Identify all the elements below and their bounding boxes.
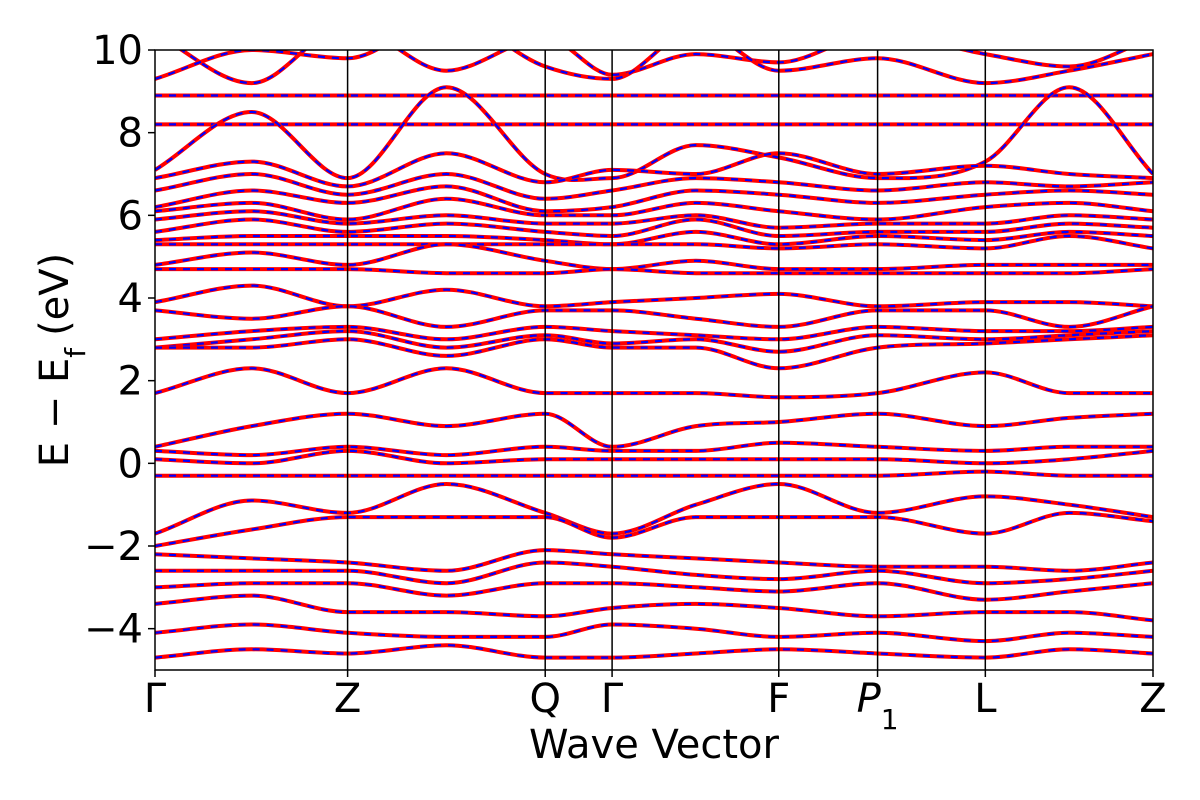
band-line-dashed	[155, 470, 1153, 477]
band-lines	[155, 50, 1153, 660]
band-line-dashed	[155, 548, 1153, 572]
x-tick-label: F	[767, 676, 790, 722]
band-line-dashed	[155, 234, 1153, 250]
band-line-dashed	[155, 185, 1153, 213]
band-line-dashed	[155, 305, 1153, 329]
band-line-solid	[155, 304, 1153, 329]
band-line-solid	[155, 643, 1153, 660]
band-line-dashed	[155, 230, 1153, 246]
band-line-dashed	[155, 210, 1153, 229]
band-line-solid	[155, 411, 1153, 449]
band-line-dashed	[155, 623, 1153, 643]
band-line-solid	[155, 469, 1153, 478]
band-line-dashed	[155, 644, 1153, 659]
y-axis: 10 8 6 4 2 0 −2 −4	[84, 28, 155, 653]
band-line-dashed	[155, 152, 1153, 188]
band-line-dashed	[155, 197, 1153, 221]
y-tick-label: 2	[118, 359, 143, 405]
band-line-solid	[155, 581, 1153, 602]
band-line-dashed	[155, 329, 1153, 353]
band-line-dashed	[155, 243, 1153, 271]
x-tick-label: L	[974, 676, 997, 722]
band-line-dashed	[155, 561, 1153, 585]
band-line-dashed	[155, 267, 1153, 275]
y-tick-label: −2	[84, 524, 143, 570]
band-line-solid	[155, 548, 1153, 573]
plot-frame	[154, 49, 1154, 671]
band-line-solid	[155, 440, 1153, 458]
high-symmetry-lines	[346, 50, 987, 670]
band-line-dashed	[155, 325, 1153, 341]
x-tick-label: Q	[529, 676, 560, 722]
band-line-dashed	[155, 334, 1153, 370]
y-tick-label: 8	[118, 111, 143, 157]
y-tick-label: 0	[118, 441, 143, 487]
x-tick-label: Z	[334, 676, 361, 722]
y-tick-label: 6	[118, 193, 143, 239]
band-line-dashed	[155, 86, 1153, 182]
band-line-solid	[155, 510, 1153, 548]
x-tick-label: Γ	[601, 676, 624, 722]
band-line-dashed	[155, 482, 1153, 535]
band-line-dashed	[155, 412, 1153, 448]
band-line-dashed	[155, 449, 1153, 465]
x-axis-title: Wave Vector	[529, 722, 780, 768]
x-axis: Γ Z Q Γ F P1 L Z	[144, 670, 1167, 736]
band-line-dashed	[155, 511, 1153, 548]
band-line-dashed	[155, 172, 1153, 200]
y-axis-title-subscript: f	[59, 347, 92, 358]
y-tick-label: 10	[92, 28, 143, 74]
band-line-dashed	[155, 441, 1153, 457]
band-line-dashed	[155, 582, 1153, 601]
x-tick-label: P1	[857, 676, 899, 736]
band-line-solid	[155, 267, 1153, 276]
band-line-dashed	[155, 594, 1153, 622]
x-tick-label: Z	[1139, 676, 1166, 722]
y-axis-title-unit: (eV)	[32, 253, 78, 336]
band-line-dashed	[155, 50, 1153, 85]
y-axis-title: E − Ef (eV)	[32, 253, 92, 468]
y-tick-label: −4	[84, 607, 143, 653]
band-line-solid	[155, 622, 1153, 644]
band-line-dashed	[155, 218, 1153, 238]
x-tick-label: Γ	[144, 676, 167, 722]
y-axis-title-main: E − E	[32, 358, 78, 468]
y-tick-label: 4	[118, 276, 143, 322]
band-line-dashed	[155, 367, 1153, 399]
